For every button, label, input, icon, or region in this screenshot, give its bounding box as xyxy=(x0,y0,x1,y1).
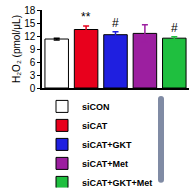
svg-text:siCAT: siCAT xyxy=(82,121,108,131)
svg-text:9: 9 xyxy=(30,44,36,55)
svg-text:18: 18 xyxy=(24,5,36,16)
svg-text:3: 3 xyxy=(30,70,36,81)
svg-text:**: ** xyxy=(81,10,91,24)
svg-text:H₂O₂ (pmol/μL): H₂O₂ (pmol/μL) xyxy=(11,15,22,83)
svg-text:siCON: siCON xyxy=(82,102,110,112)
svg-text:15: 15 xyxy=(24,18,36,29)
svg-text:6: 6 xyxy=(30,57,36,68)
svg-text:0: 0 xyxy=(30,83,36,94)
svg-text:siCAT+GKT: siCAT+GKT xyxy=(82,140,132,150)
svg-text:12: 12 xyxy=(24,31,36,42)
svg-text:siCAT+Met: siCAT+Met xyxy=(82,159,128,169)
svg-text:siCAT+GKT+Met: siCAT+GKT+Met xyxy=(82,178,152,187)
svg-text:#: # xyxy=(171,21,178,35)
svg-text:#: # xyxy=(112,16,119,30)
